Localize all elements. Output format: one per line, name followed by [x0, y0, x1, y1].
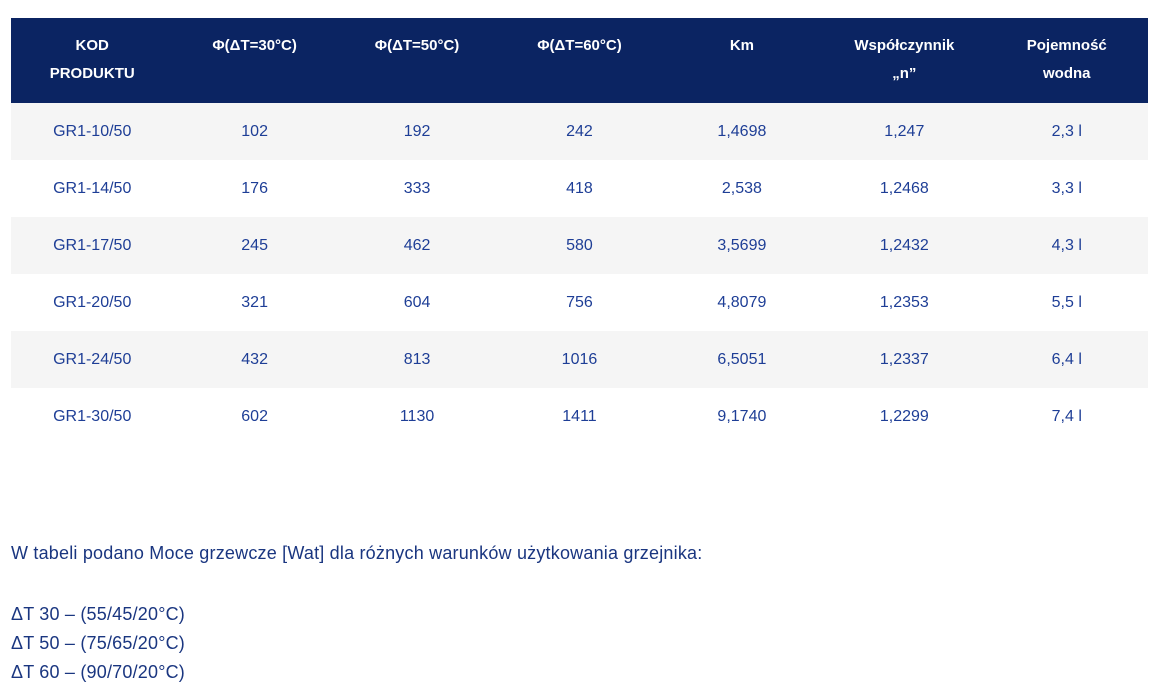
cell-phi-dt30: 245: [173, 217, 336, 274]
cell-phi-dt60: 756: [498, 274, 661, 331]
delta-note-line-60: ΔT 60 – (90/70/20°C): [11, 662, 185, 682]
cell-km: 3,5699: [660, 217, 824, 274]
cell-pojemnosc-wodna: 6,4 l: [985, 331, 1148, 388]
table-note-intro: W tabeli podano Moce grzewcze [Wat] dla …: [11, 543, 703, 563]
product-table-section: KOD PRODUKTU Φ(ΔT=30°C) Φ(ΔT=50°C) Φ(ΔT=60°C…: [11, 18, 1148, 445]
product-spec-table: KOD PRODUKTU Φ(ΔT=30°C) Φ(ΔT=50°C) Φ(ΔT=60°C…: [11, 18, 1148, 445]
cell-phi-dt30: 432: [173, 331, 336, 388]
cell-phi-dt30: 102: [173, 103, 336, 160]
header-row: KOD PRODUKTU Φ(ΔT=30°C) Φ(ΔT=50°C) Φ(ΔT=60°C…: [11, 18, 1148, 103]
cell-pojemnosc-wodna: 5,5 l: [985, 274, 1148, 331]
cell-phi-dt60: 1411: [498, 388, 661, 445]
column-header-phi-dt30: Φ(ΔT=30°C): [173, 18, 336, 103]
cell-pojemnosc-wodna: 7,4 l: [985, 388, 1148, 445]
cell-phi-dt50: 462: [335, 217, 499, 274]
cell-wspolczynnik-n: 1,2468: [823, 160, 986, 217]
table-row: GR1-30/50 602 1130 1411 9,1740 1,2299 7,4 l: [11, 388, 1148, 445]
cell-kod-produktu: GR1-24/50: [11, 331, 174, 388]
table-row: GR1-20/50 321 604 756 4,8079 1,2353 5,5 l: [11, 274, 1148, 331]
delta-notes: ΔT 30 – (55/45/20°C) ΔT 50 – (75/65/20°C…: [11, 600, 185, 687]
cell-phi-dt60: 242: [498, 103, 661, 160]
cell-phi-dt50: 333: [335, 160, 499, 217]
cell-phi-dt30: 602: [173, 388, 336, 445]
cell-wspolczynnik-n: 1,247: [823, 103, 986, 160]
table-row: GR1-17/50 245 462 580 3,5699 1,2432 4,3 l: [11, 217, 1148, 274]
cell-phi-dt50: 604: [335, 274, 499, 331]
delta-note-line-30: ΔT 30 – (55/45/20°C): [11, 604, 185, 624]
cell-kod-produktu: GR1-17/50: [11, 217, 174, 274]
table-row: GR1-14/50 176 333 418 2,538 1,2468 3,3 l: [11, 160, 1148, 217]
cell-wspolczynnik-n: 1,2432: [823, 217, 986, 274]
column-header-wspolczynnik-n: Współczynnik „n”: [823, 18, 986, 103]
column-header-kod-produktu: KOD PRODUKTU: [11, 18, 174, 103]
cell-phi-dt60: 1016: [498, 331, 661, 388]
cell-km: 6,5051: [660, 331, 824, 388]
cell-km: 1,4698: [660, 103, 824, 160]
cell-pojemnosc-wodna: 4,3 l: [985, 217, 1148, 274]
cell-phi-dt50: 1130: [335, 388, 499, 445]
table-body: GR1-10/50 102 192 242 1,4698 1,247 2,3 l GR1-14…: [11, 103, 1148, 445]
cell-phi-dt50: 192: [335, 103, 499, 160]
cell-km: 2,538: [660, 160, 824, 217]
cell-kod-produktu: GR1-10/50: [11, 103, 174, 160]
cell-wspolczynnik-n: 1,2337: [823, 331, 986, 388]
cell-phi-dt30: 176: [173, 160, 336, 217]
column-header-phi-dt50: Φ(ΔT=50°C): [335, 18, 499, 103]
table-row: GR1-10/50 102 192 242 1,4698 1,247 2,3 l: [11, 103, 1148, 160]
column-header-km: Km: [660, 18, 824, 103]
cell-kod-produktu: GR1-20/50: [11, 274, 174, 331]
cell-kod-produktu: GR1-14/50: [11, 160, 174, 217]
cell-kod-produktu: GR1-30/50: [11, 388, 174, 445]
cell-wspolczynnik-n: 1,2353: [823, 274, 986, 331]
cell-km: 4,8079: [660, 274, 824, 331]
column-header-phi-dt60: Φ(ΔT=60°C): [498, 18, 661, 103]
table-header: KOD PRODUKTU Φ(ΔT=30°C) Φ(ΔT=50°C) Φ(ΔT=60°C…: [11, 18, 1148, 103]
column-header-pojemnosc-wodna: Pojemność wodna: [985, 18, 1148, 103]
cell-pojemnosc-wodna: 2,3 l: [985, 103, 1148, 160]
cell-pojemnosc-wodna: 3,3 l: [985, 160, 1148, 217]
cell-phi-dt60: 580: [498, 217, 661, 274]
cell-km: 9,1740: [660, 388, 824, 445]
cell-phi-dt60: 418: [498, 160, 661, 217]
cell-phi-dt30: 321: [173, 274, 336, 331]
table-row: GR1-24/50 432 813 1016 6,5051 1,2337 6,4 l: [11, 331, 1148, 388]
delta-note-line-50: ΔT 50 – (75/65/20°C): [11, 633, 185, 653]
cell-phi-dt50: 813: [335, 331, 499, 388]
cell-wspolczynnik-n: 1,2299: [823, 388, 986, 445]
